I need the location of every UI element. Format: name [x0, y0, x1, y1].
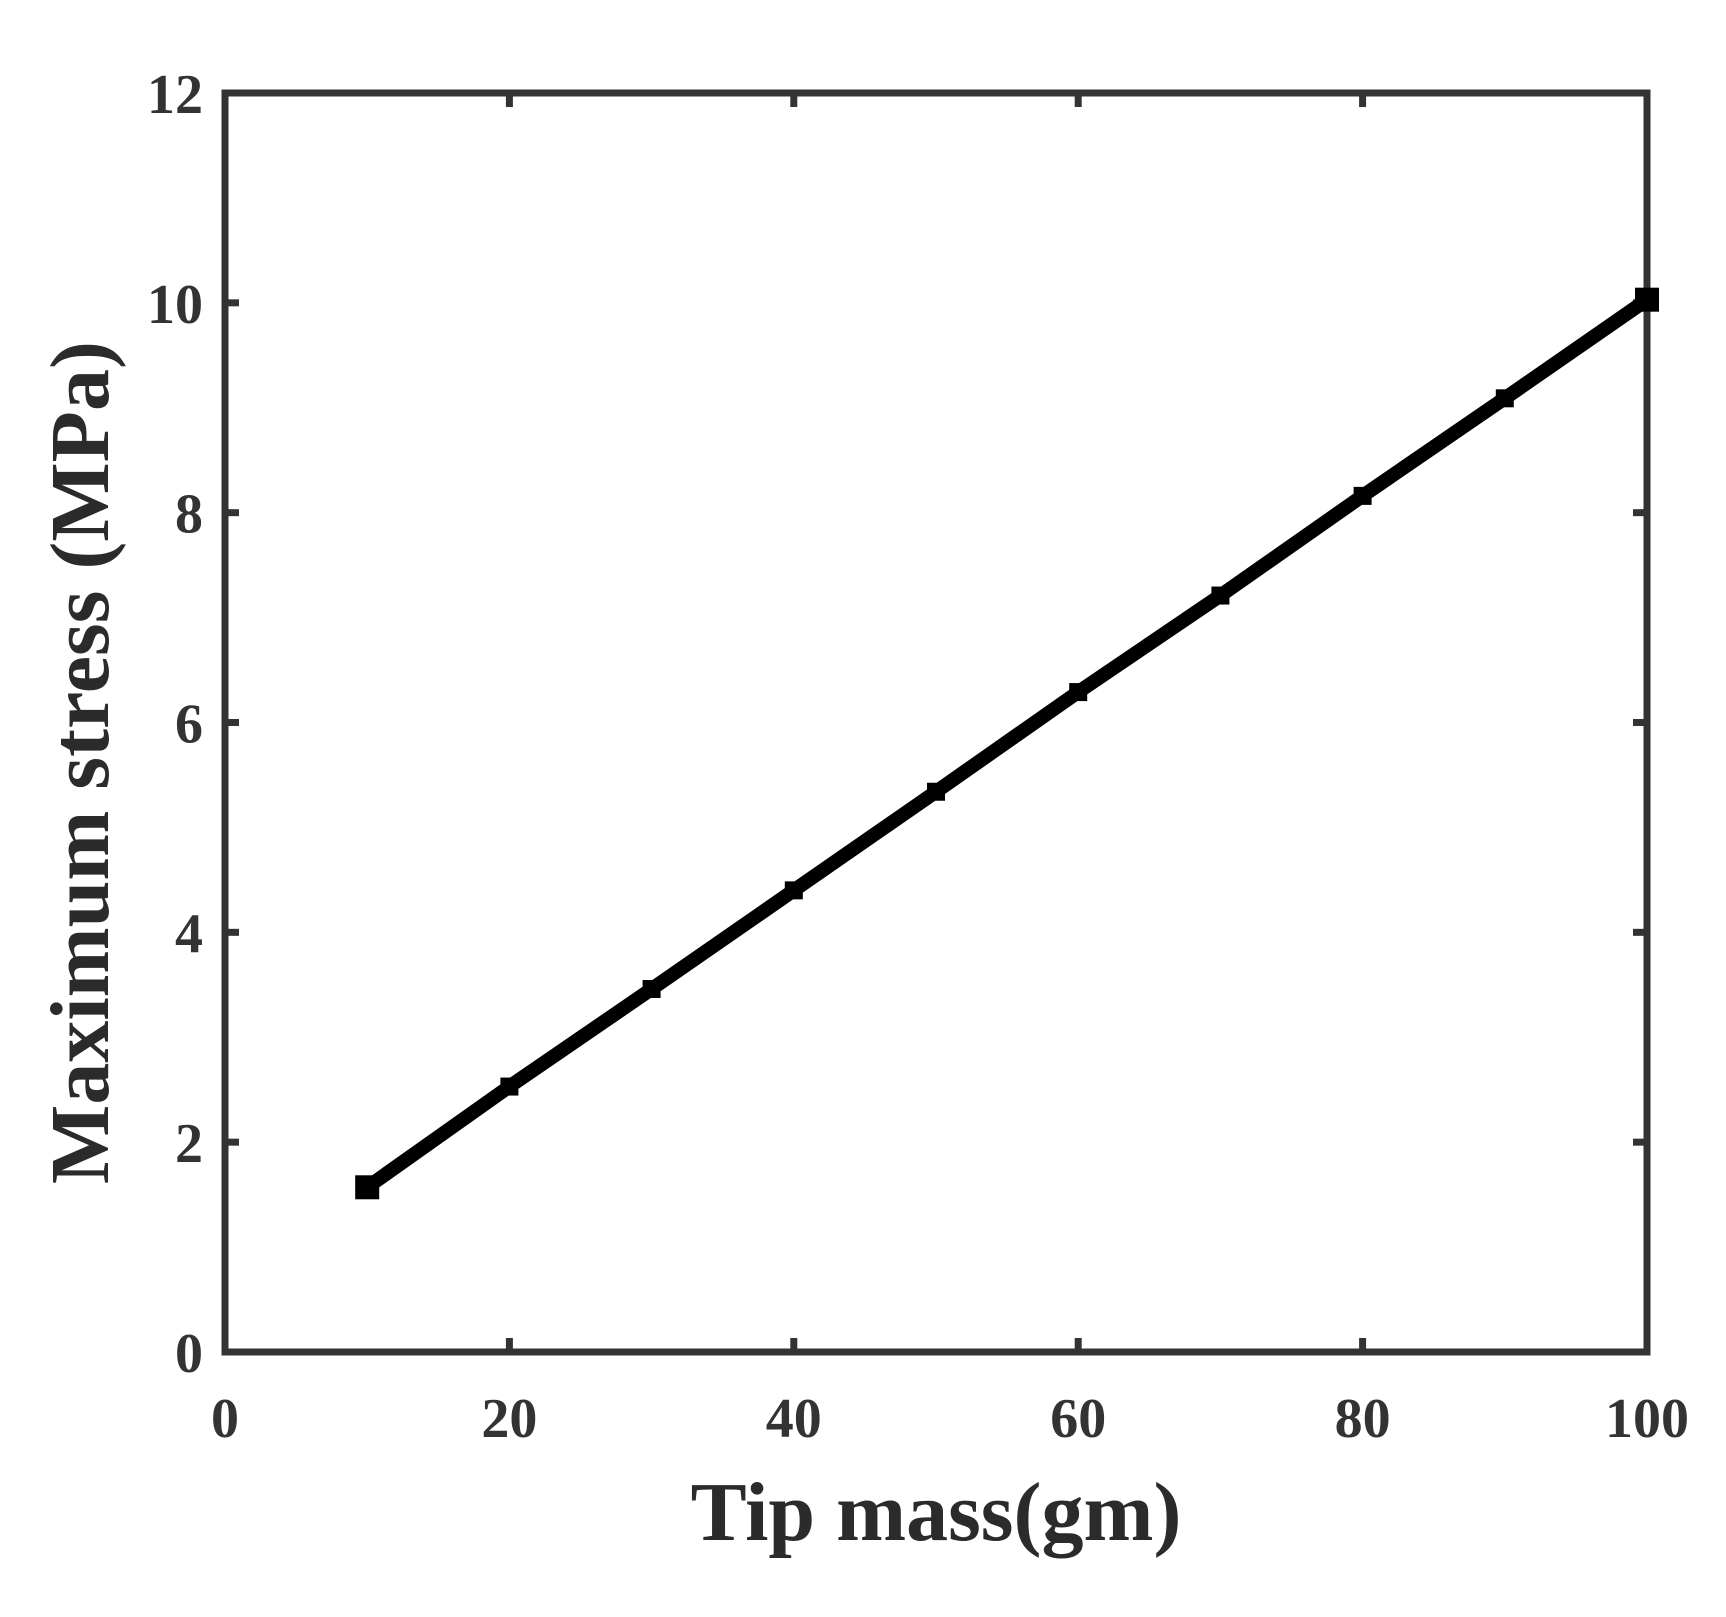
- y-tick-label: 2: [175, 1113, 203, 1175]
- y-tick-label: 6: [175, 694, 203, 756]
- y-tick-label: 0: [175, 1323, 203, 1385]
- x-tick-label: 20: [481, 1388, 537, 1450]
- data-point-marker: [355, 1175, 380, 1200]
- x-tick-label: 40: [766, 1388, 822, 1450]
- x-tick-label: 60: [1050, 1388, 1106, 1450]
- axis-tick-labels: 0 20 40 60 80 100 0 2 4 6 8 10 12: [147, 64, 1689, 1450]
- data-point-marker: [1069, 683, 1088, 702]
- y-tick-label: 10: [147, 274, 203, 336]
- data-point-marker: [642, 979, 661, 998]
- x-axis-title: Tip mass(gm): [691, 1466, 1182, 1559]
- x-tick-label: 80: [1335, 1388, 1391, 1450]
- y-axis-title: Maximum stress (MPa): [34, 341, 127, 1184]
- data-point-marker: [1495, 389, 1514, 408]
- data-point-marker: [1353, 486, 1372, 505]
- axis-ticks: [225, 93, 1647, 1352]
- x-tick-label: 0: [211, 1388, 239, 1450]
- y-tick-label: 8: [175, 484, 203, 546]
- data-point-marker: [927, 782, 945, 801]
- data-series: [355, 287, 1659, 1200]
- y-tick-label: 12: [147, 64, 203, 126]
- data-point-marker: [1211, 586, 1230, 605]
- series-line: [363, 293, 1651, 1193]
- data-point-marker: [500, 1077, 519, 1096]
- y-tick-label: 4: [175, 903, 203, 965]
- x-tick-label: 100: [1605, 1388, 1689, 1450]
- data-point-marker: [1635, 287, 1659, 312]
- data-point-marker: [784, 881, 803, 900]
